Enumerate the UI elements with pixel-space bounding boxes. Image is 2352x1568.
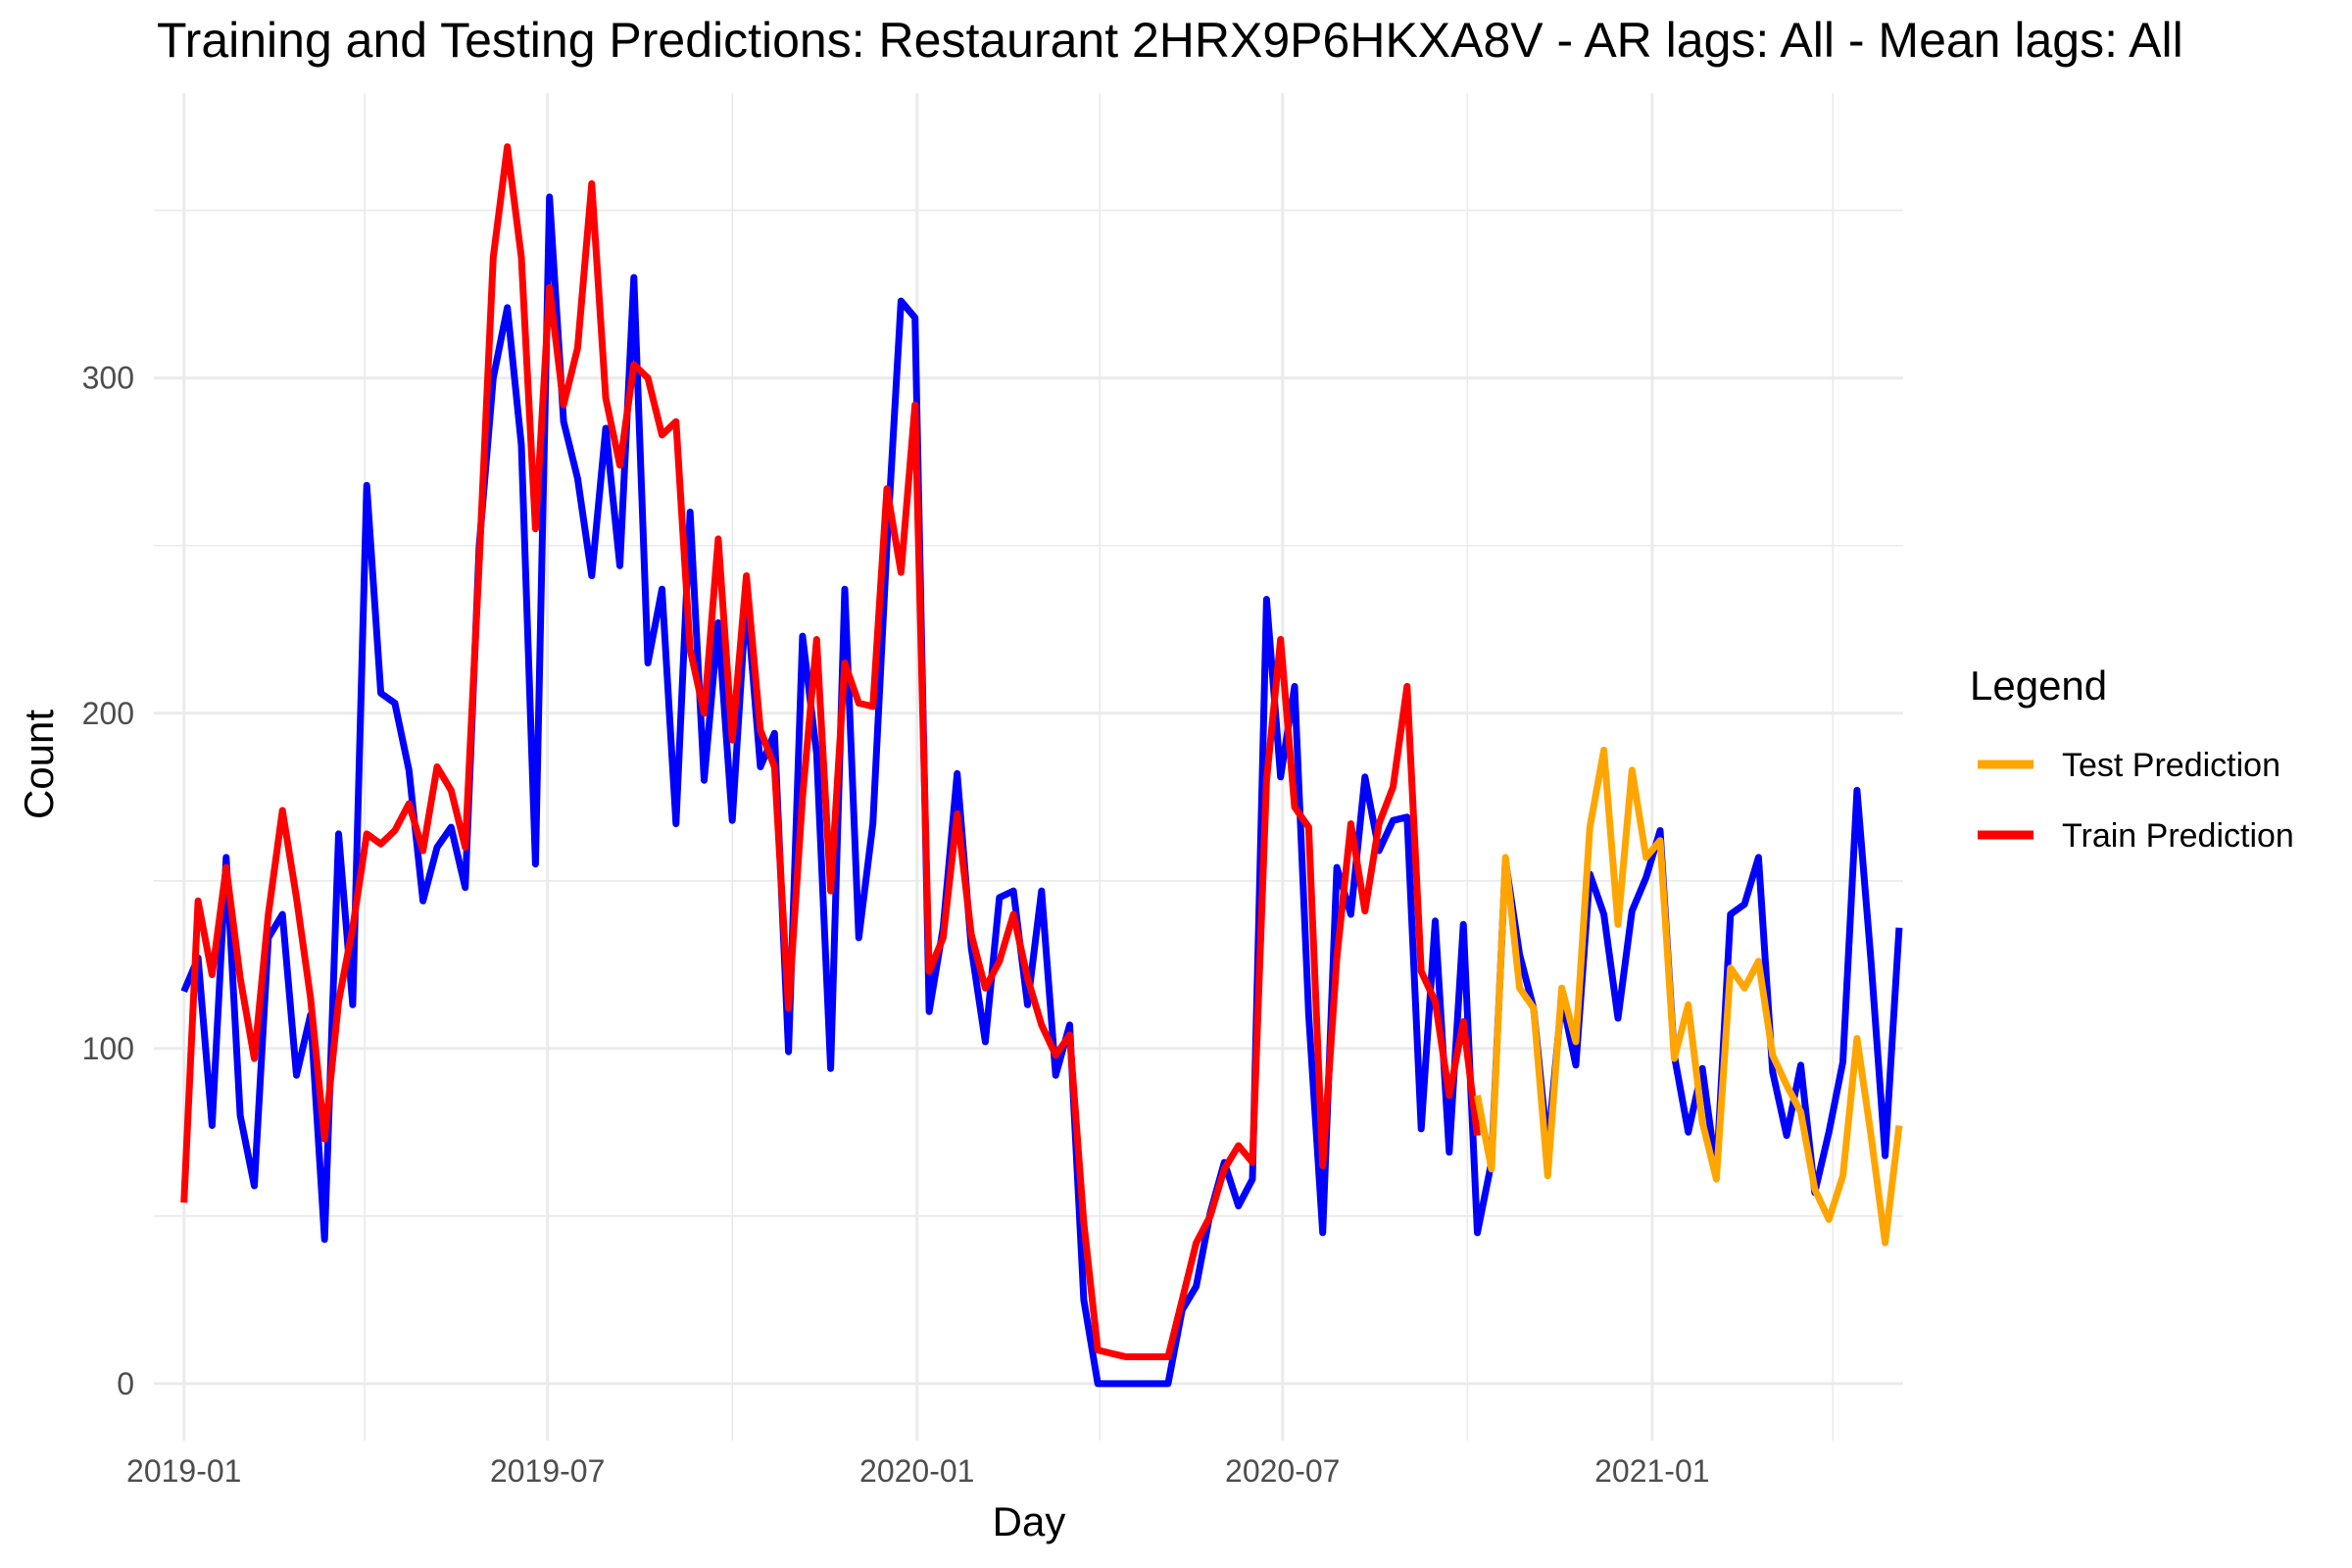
y-axis-ticks: 0 100 200 300 xyxy=(82,361,134,1401)
y-tick-label: 100 xyxy=(82,1031,134,1066)
series-layer xyxy=(180,143,1903,1388)
legend-label: Train Prediction xyxy=(2062,817,2294,855)
x-tick-label: 2020-01 xyxy=(859,1453,974,1489)
series-line-unlabeled xyxy=(180,193,1903,1388)
chart-title: Training and Testing Predictions: Restau… xyxy=(157,13,2183,68)
y-tick-label: 200 xyxy=(82,696,134,731)
x-axis-label: Day xyxy=(993,1498,1066,1544)
x-tick-label: 2019-07 xyxy=(490,1453,605,1489)
series-line-test-prediction xyxy=(1474,746,1903,1247)
x-axis-ticks: 2019-01 2019-07 2020-01 2020-07 2021-01 xyxy=(126,1453,1710,1489)
series-line-train-prediction xyxy=(180,143,1481,1360)
legend-entries: Test Prediction Train Prediction xyxy=(1978,747,2294,855)
y-axis-label: Count xyxy=(16,710,62,819)
x-tick-label: 2019-01 xyxy=(126,1453,241,1489)
legend-title: Legend xyxy=(1970,662,2107,709)
y-tick-label: 300 xyxy=(82,361,134,396)
x-tick-label: 2021-01 xyxy=(1594,1453,1709,1489)
grid xyxy=(154,93,1903,1441)
legend: Legend Test Prediction Train Prediction xyxy=(1970,662,2294,855)
legend-label: Test Prediction xyxy=(2062,747,2280,784)
x-tick-label: 2020-07 xyxy=(1225,1453,1340,1489)
y-tick-label: 0 xyxy=(117,1366,134,1401)
